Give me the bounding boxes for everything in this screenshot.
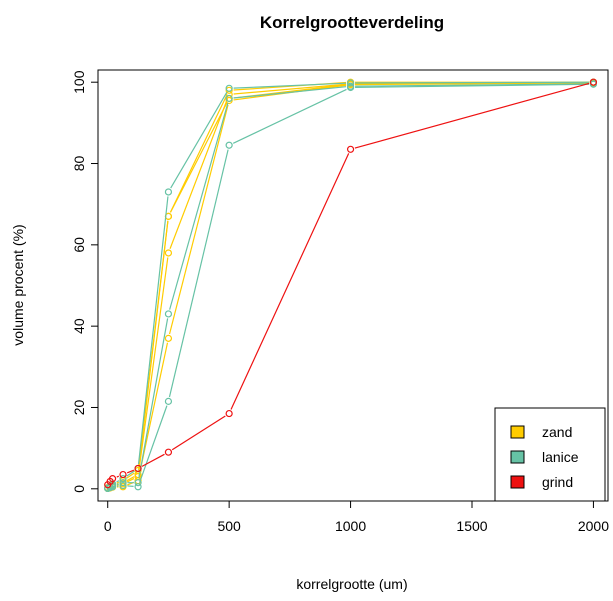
- series-segment: [139, 405, 168, 483]
- series-segment: [233, 86, 347, 99]
- series-segment: [138, 318, 169, 479]
- data-point: [164, 310, 173, 318]
- data-point: [134, 464, 142, 473]
- legend-label-lanice: lanice: [542, 449, 579, 465]
- series-segment: [170, 91, 228, 189]
- data-point: [225, 86, 233, 94]
- series-segment: [171, 415, 226, 451]
- legend-item-lanice: lanice: [510, 449, 579, 465]
- data-point: [225, 141, 233, 149]
- data-point: [164, 397, 173, 405]
- data-point: [164, 448, 173, 456]
- series-segment: [169, 102, 229, 310]
- x-tick-label: 2000: [578, 518, 609, 534]
- data-point: [164, 188, 173, 196]
- y-tick-label: 100: [71, 70, 87, 94]
- x-axis-label: korrelgrootte (um): [296, 576, 407, 592]
- data-point: [225, 409, 233, 418]
- y-axis: 0 20 40 60 80 100: [71, 70, 98, 493]
- legend-swatch-grind: [510, 475, 525, 489]
- data-point: [346, 145, 355, 153]
- data-point: [134, 466, 142, 475]
- legend-item-grind: grind: [510, 474, 573, 490]
- data-point: [164, 334, 173, 342]
- series-segment: [230, 153, 350, 410]
- series-lanice: [104, 80, 598, 492]
- series-segment: [355, 81, 589, 84]
- x-tick-label: 1000: [335, 518, 366, 534]
- series-segment: [116, 475, 120, 478]
- data-point: [108, 475, 117, 483]
- series-segment: [169, 102, 228, 213]
- legend-label-zand: zand: [542, 424, 572, 440]
- plot-frame: [97, 69, 609, 502]
- series-segment: [116, 481, 120, 484]
- data-point: [119, 479, 127, 487]
- series-segment: [138, 257, 169, 473]
- legend: zand lanice grind: [494, 407, 606, 502]
- y-tick-label: 20: [71, 399, 87, 415]
- data-point: [346, 83, 355, 92]
- series-segment: [141, 453, 165, 467]
- legend-label-grind: grind: [542, 474, 573, 490]
- x-tick-label: 0: [104, 518, 112, 534]
- series-segment: [169, 94, 228, 213]
- data-point: [119, 481, 127, 490]
- series-lanice: [104, 78, 598, 492]
- y-tick-label: 40: [71, 318, 87, 334]
- data-point: [589, 80, 598, 88]
- series-segment: [168, 104, 229, 335]
- data-point: [134, 483, 142, 491]
- series-segment: [138, 220, 169, 467]
- data-point: [589, 78, 598, 86]
- legend-swatch-lanice: [510, 450, 525, 464]
- x-tick-label: 1500: [456, 518, 487, 534]
- x-axis: 0 500 1000 1500 2000: [104, 501, 609, 534]
- series-layer: [104, 78, 598, 492]
- data-point: [225, 94, 233, 103]
- series-segment: [169, 98, 229, 249]
- series-segment: [354, 82, 590, 149]
- series-segment: [232, 88, 347, 144]
- series-segment: [233, 82, 347, 89]
- series-segment: [126, 478, 135, 483]
- data-point: [134, 479, 142, 487]
- data-point: [225, 84, 233, 92]
- data-point: [119, 470, 127, 479]
- data-point: [164, 249, 173, 257]
- series-segment: [126, 476, 135, 482]
- y-tick-label: 60: [71, 237, 87, 253]
- series-segment: [126, 472, 135, 479]
- series-grind: [104, 78, 598, 489]
- series-segment: [137, 196, 169, 465]
- x-tick-label: 500: [217, 518, 241, 534]
- y-tick-label: 80: [71, 156, 87, 172]
- legend-swatch-zand: [510, 425, 525, 439]
- y-tick-label: 0: [71, 485, 87, 493]
- data-point: [119, 475, 127, 483]
- legend-item-zand: zand: [510, 424, 572, 440]
- y-axis-label: volume procent (%): [10, 224, 26, 345]
- chart-title: Korrelgrootteverdeling: [260, 13, 444, 32]
- series-segment: [168, 149, 229, 398]
- series-segment: [126, 469, 135, 474]
- data-point: [225, 96, 233, 105]
- data-point: [346, 79, 355, 87]
- series-segment: [355, 83, 589, 89]
- series-segment: [126, 470, 135, 477]
- series-segment: [116, 480, 120, 483]
- series-segment: [233, 83, 347, 95]
